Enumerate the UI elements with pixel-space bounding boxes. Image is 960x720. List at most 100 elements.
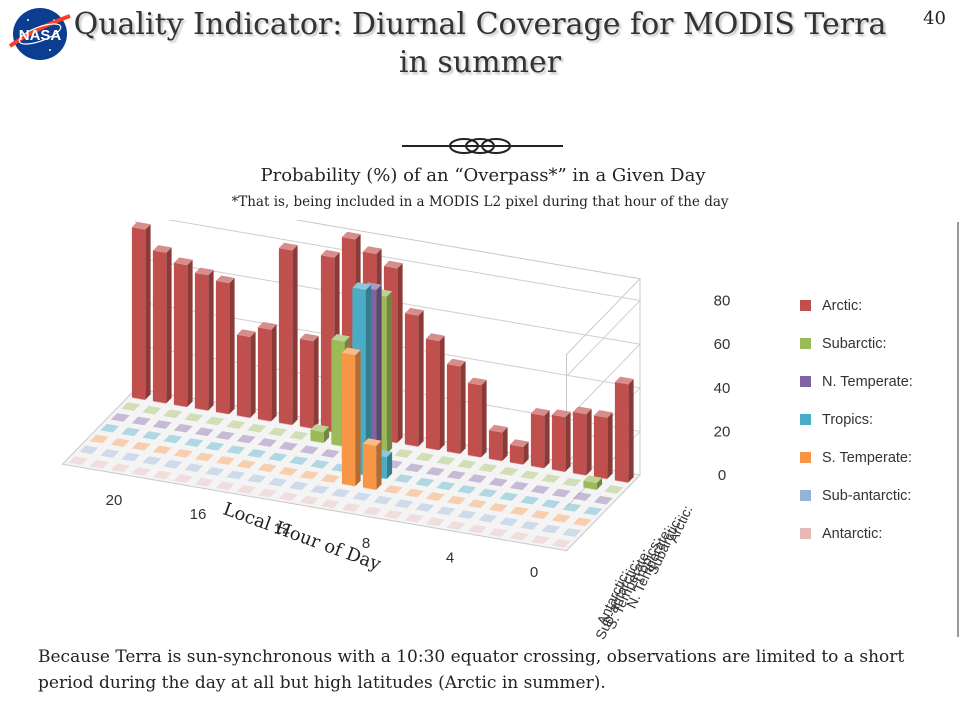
z-tick-label: 0: [718, 467, 726, 484]
bar-side: [397, 263, 403, 443]
floor-tile: [163, 409, 183, 419]
floor-tile: [509, 531, 529, 541]
floor-tile: [236, 434, 256, 444]
floor-tile: [446, 495, 466, 505]
floor-tile: [425, 492, 445, 501]
floor-tile: [310, 459, 330, 469]
bar-top: [331, 334, 351, 342]
bar-front: [551, 414, 566, 472]
floor-tile: [121, 452, 141, 462]
bar-side: [229, 277, 235, 415]
floor-tile: [331, 488, 351, 498]
bar-top: [614, 376, 634, 385]
floor-tile: [541, 474, 561, 483]
bar-top: [236, 329, 256, 337]
bar-side: [355, 349, 361, 487]
floor-tile: [415, 477, 435, 487]
nasa-logo-text: NASA: [19, 27, 62, 44]
legend-swatch: [800, 414, 811, 425]
floor-tile: [467, 524, 487, 534]
floor-tile: [320, 449, 340, 458]
legend: Arctic: Subarctic: N. Temperate: Tropics: S.…: [800, 298, 913, 542]
floor-tile: [509, 506, 529, 516]
bar-front: [194, 273, 209, 411]
floor-tile: [152, 420, 172, 429]
bar-side: [565, 411, 571, 472]
slide-divider: [957, 222, 959, 637]
legend-label: Arctic:: [822, 298, 862, 314]
floor-tile: [520, 470, 540, 480]
bar-side: [313, 335, 319, 429]
bar-front: [257, 327, 272, 422]
floor-tile: [257, 438, 277, 447]
bar: [572, 406, 592, 476]
floor-tile: [551, 488, 571, 498]
floor-tile: [215, 481, 235, 491]
floor-tile: [394, 449, 414, 458]
floor-tile: [394, 499, 414, 509]
bar: [614, 376, 634, 483]
floor-tile: [415, 452, 435, 462]
floor-tile: [583, 506, 603, 516]
bar-top: [488, 424, 508, 433]
bar-side: [323, 426, 330, 443]
floor-tile: [467, 474, 487, 483]
floor-tile: [562, 477, 582, 487]
bar-side: [166, 247, 172, 404]
legend-label: S. Temperate:: [822, 450, 912, 466]
slide-title: Quality Indicator: Diurnal Coverage for …: [73, 7, 887, 80]
floor-tile: [562, 503, 582, 512]
bar: [530, 408, 550, 469]
bar-front: [131, 227, 146, 400]
floor-tile: [488, 503, 508, 512]
floor-tile: [184, 463, 204, 473]
z-tick-label: 40: [714, 380, 731, 397]
legend-swatch: [800, 452, 811, 463]
bar-front: [236, 334, 251, 418]
floor-tile: [488, 477, 508, 487]
floor-tile: [404, 513, 424, 523]
floor-tile: [383, 485, 403, 494]
bar-side: [586, 408, 592, 476]
bar-top: [215, 275, 235, 284]
floor-tile: [457, 459, 477, 469]
chart-subtitle: *That is, being included in a MODIS L2 p…: [231, 194, 729, 210]
floor-tile: [541, 524, 561, 534]
bar: [310, 424, 330, 443]
bar-front: [467, 383, 482, 458]
floor-tile: [268, 427, 288, 437]
bar-front: [488, 430, 503, 461]
bar-front: [614, 382, 629, 483]
floor-tile: [110, 438, 130, 447]
floor-tile: [299, 495, 319, 505]
floor-tile: [289, 481, 309, 491]
floor-tile: [110, 413, 130, 422]
bar-top: [194, 267, 214, 276]
bar-top: [131, 221, 151, 230]
floor-tile: [205, 416, 225, 426]
bar: [593, 410, 613, 479]
bar-front: [593, 415, 608, 479]
floor-tile: [257, 463, 277, 473]
floor-tile: [530, 510, 550, 519]
gridline: [135, 257, 642, 421]
floor-tile: [404, 488, 424, 498]
bar-side: [376, 284, 382, 465]
bar: [404, 307, 424, 447]
bar-side: [376, 440, 382, 490]
floor-tile: [299, 470, 319, 480]
z-tick-label: 60: [714, 336, 731, 353]
floor-tile: [163, 459, 183, 469]
bar-top: [362, 246, 382, 254]
floor-tile: [100, 423, 120, 433]
bar: [194, 267, 214, 411]
floor-tile: [89, 459, 109, 469]
floor-tile: [131, 416, 151, 426]
nasa-logo: NASA: [8, 8, 71, 60]
legend-label: N. Temperate:: [822, 374, 913, 390]
x-tick-label: 12: [274, 521, 291, 538]
floor-tile: [226, 470, 246, 480]
floor-tile: [436, 481, 456, 491]
bar-front: [509, 444, 524, 465]
bars: [131, 221, 634, 490]
